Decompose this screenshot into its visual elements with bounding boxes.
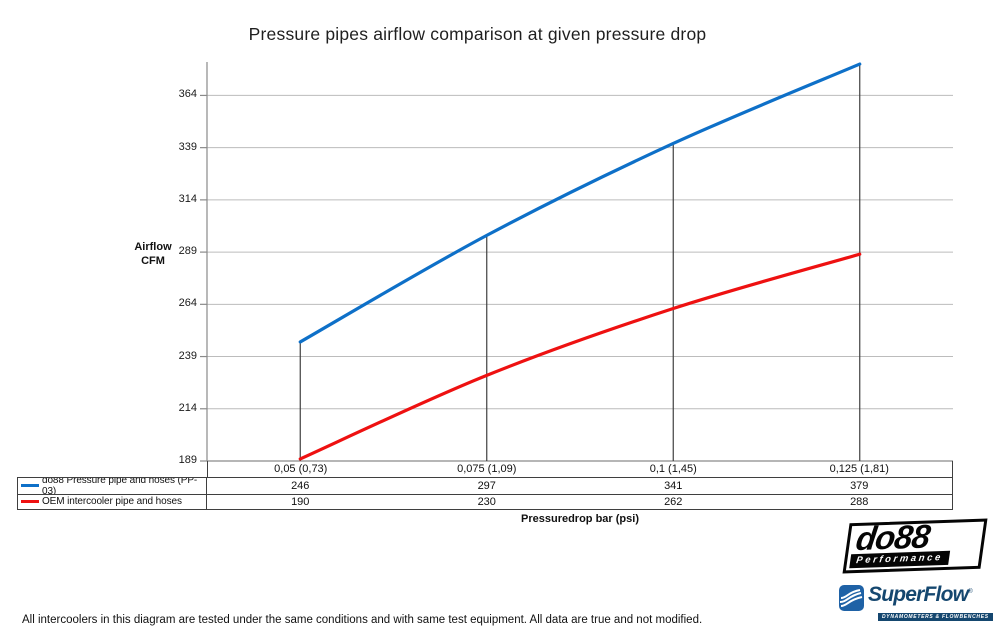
do88-logo-text: do88 xyxy=(853,517,932,558)
category-cell: 0,125 (1,81) xyxy=(767,461,953,477)
value-cell: 246 xyxy=(207,477,394,494)
value-cell: 262 xyxy=(580,493,767,510)
y-tick-label: 364 xyxy=(178,88,197,101)
footnote: All intercoolers in this diagram are tes… xyxy=(22,614,703,626)
y-tick-label: 264 xyxy=(178,297,197,310)
series-line-do88 xyxy=(298,62,862,344)
legend-line-sample-icon xyxy=(21,484,39,488)
category-cell: 0,075 (1,09) xyxy=(457,463,517,475)
superflow-waves-icon xyxy=(839,585,864,611)
table-corner-spacer xyxy=(17,461,207,477)
legend-line-sample-icon xyxy=(21,500,39,504)
y-tick-label: 314 xyxy=(178,192,197,205)
superflow-logo-text: SuperFlow® xyxy=(868,583,972,606)
legend-cell-oem: OEM intercooler pipe and hoses xyxy=(17,493,207,510)
y-tick-label: 339 xyxy=(178,140,197,153)
chart-title: Pressure pipes airflow comparison at giv… xyxy=(248,24,707,44)
value-cell: 297 xyxy=(393,477,580,494)
value-cell: 230 xyxy=(393,493,580,510)
superflow-logo-tagline: DYNAMOMETERS & FLOWBENCHES xyxy=(878,613,993,621)
series-line-oem xyxy=(298,252,862,461)
y-tick-label: 214 xyxy=(178,401,197,414)
registered-mark: ® xyxy=(968,589,972,595)
superflow-logo: SuperFlow® DYNAMOMETERS & FLOWBENCHES xyxy=(838,584,993,623)
legend-series-name: OEM intercooler pipe and hoses xyxy=(42,496,182,508)
value-cell: 288 xyxy=(766,493,953,510)
value-cell: 341 xyxy=(580,477,767,494)
category-cell: 0,05 (0,73) xyxy=(207,461,394,477)
value-cell: 379 xyxy=(766,477,953,494)
data-table: 0,05 (0,73) 0,075 (1,09) 0,1 (1,45) 0,125 (… xyxy=(17,461,953,510)
y-axis-label: Airflow CFM xyxy=(134,241,172,268)
category-cell: 0,1 (1,45) xyxy=(649,463,697,475)
value-cell: 190 xyxy=(207,493,394,510)
legend-cell-do88: do88 Pressure pipe and hoses (PP-03) xyxy=(17,477,207,494)
x-axis-label: Pressuredrop bar (psi) xyxy=(521,513,639,525)
y-tick-label: 239 xyxy=(178,349,197,362)
y-tick-label: 189 xyxy=(178,454,197,466)
do88-logo: do88 Performance xyxy=(842,517,988,574)
y-tick-label: 289 xyxy=(178,245,197,258)
do88-logo-tagline: Performance xyxy=(849,550,950,569)
legend-series-name: do88 Pressure pipe and hoses (PP-03) xyxy=(42,477,198,494)
